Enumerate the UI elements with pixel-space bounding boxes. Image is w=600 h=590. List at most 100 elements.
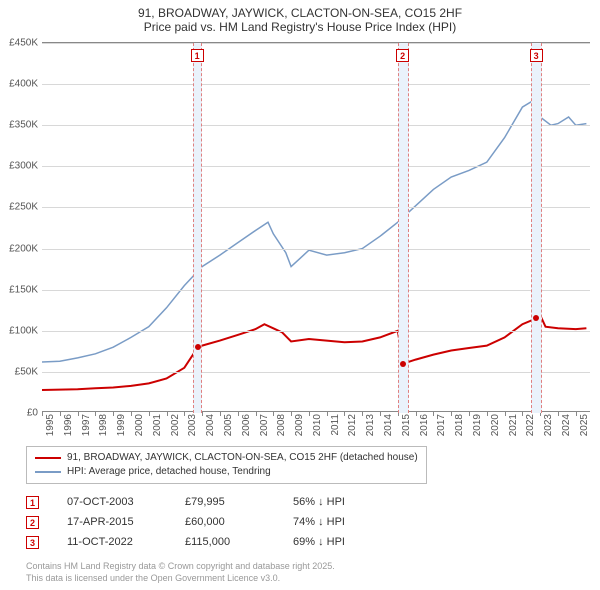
x-tick-mark xyxy=(327,412,328,416)
x-tick-mark xyxy=(238,412,239,416)
x-tick-mark xyxy=(273,412,274,416)
x-tick-mark xyxy=(291,412,292,416)
x-tick-mark xyxy=(42,412,43,416)
gridline-h xyxy=(42,207,590,208)
chart-title-block: 91, BROADWAY, JAYWICK, CLACTON-ON-SEA, C… xyxy=(0,0,600,36)
x-tick-mark xyxy=(309,412,310,416)
footer-line-1: Contains HM Land Registry data © Crown c… xyxy=(26,560,335,572)
x-tick-mark xyxy=(131,412,132,416)
x-tick-mark xyxy=(60,412,61,416)
y-tick-label: £200K xyxy=(0,243,38,254)
gridline-h xyxy=(42,331,590,332)
x-tick-mark xyxy=(505,412,506,416)
legend-label: HPI: Average price, detached house, Tend… xyxy=(67,465,271,479)
x-tick-mark xyxy=(95,412,96,416)
sale-band xyxy=(193,43,202,413)
x-tick-mark xyxy=(256,412,257,416)
y-tick-label: £450K xyxy=(0,38,38,49)
sales-table-row: 311-OCT-2022£115,00069% ↓ HPI xyxy=(26,532,383,552)
x-tick-label: 1996 xyxy=(63,414,74,444)
title-line-1: 91, BROADWAY, JAYWICK, CLACTON-ON-SEA, C… xyxy=(0,6,600,20)
x-tick-mark xyxy=(416,412,417,416)
gridline-h xyxy=(42,249,590,250)
x-tick-mark xyxy=(184,412,185,416)
x-tick-label: 2014 xyxy=(383,414,394,444)
x-tick-label: 2006 xyxy=(241,414,252,444)
x-tick-label: 2008 xyxy=(276,414,287,444)
sale-dot xyxy=(533,315,539,321)
sales-row-pct: 56% ↓ HPI xyxy=(293,496,383,508)
sale-marker-label: 3 xyxy=(530,49,543,62)
x-tick-mark xyxy=(362,412,363,416)
x-tick-label: 1998 xyxy=(98,414,109,444)
x-tick-label: 2004 xyxy=(205,414,216,444)
sales-row-price: £79,995 xyxy=(185,496,265,508)
x-tick-mark xyxy=(344,412,345,416)
x-tick-label: 2000 xyxy=(134,414,145,444)
x-tick-mark xyxy=(558,412,559,416)
gridline-h xyxy=(42,290,590,291)
x-tick-mark xyxy=(78,412,79,416)
gridline-h xyxy=(42,372,590,373)
x-tick-label: 1995 xyxy=(45,414,56,444)
chart-lines-svg xyxy=(42,43,590,413)
x-tick-mark xyxy=(149,412,150,416)
x-tick-label: 2005 xyxy=(223,414,234,444)
series-line-property xyxy=(42,315,586,390)
legend-label: 91, BROADWAY, JAYWICK, CLACTON-ON-SEA, C… xyxy=(67,451,418,465)
gridline-h xyxy=(42,43,590,44)
sales-table-row: 107-OCT-2003£79,99556% ↓ HPI xyxy=(26,492,383,512)
x-tick-label: 2023 xyxy=(543,414,554,444)
x-tick-label: 2022 xyxy=(525,414,536,444)
sale-marker-label: 1 xyxy=(191,49,204,62)
sales-table-row: 217-APR-2015£60,00074% ↓ HPI xyxy=(26,512,383,532)
x-tick-mark xyxy=(433,412,434,416)
sales-row-marker: 2 xyxy=(26,516,39,529)
sales-row-date: 17-APR-2015 xyxy=(67,516,157,528)
y-tick-label: £100K xyxy=(0,325,38,336)
x-tick-mark xyxy=(576,412,577,416)
x-tick-mark xyxy=(113,412,114,416)
x-tick-label: 2001 xyxy=(152,414,163,444)
gridline-h xyxy=(42,125,590,126)
sales-row-marker: 3 xyxy=(26,536,39,549)
x-tick-mark xyxy=(469,412,470,416)
x-tick-label: 2013 xyxy=(365,414,376,444)
x-tick-label: 2017 xyxy=(436,414,447,444)
x-tick-label: 2016 xyxy=(419,414,430,444)
chart-plot-area: £0£50K£100K£150K£200K£250K£300K£350K£400… xyxy=(42,42,590,412)
x-tick-mark xyxy=(167,412,168,416)
y-tick-label: £50K xyxy=(0,366,38,377)
x-tick-mark xyxy=(380,412,381,416)
sales-row-pct: 74% ↓ HPI xyxy=(293,516,383,528)
x-tick-label: 2012 xyxy=(347,414,358,444)
legend-swatch xyxy=(35,457,61,459)
sale-marker-label: 2 xyxy=(396,49,409,62)
sale-dot xyxy=(195,344,201,350)
x-tick-label: 2021 xyxy=(508,414,519,444)
footer-attribution: Contains HM Land Registry data © Crown c… xyxy=(26,560,335,584)
x-tick-label: 2002 xyxy=(170,414,181,444)
x-tick-label: 1997 xyxy=(81,414,92,444)
series-line-hpi xyxy=(42,101,586,362)
y-tick-label: £350K xyxy=(0,120,38,131)
x-tick-label: 2011 xyxy=(330,414,341,444)
x-tick-mark xyxy=(487,412,488,416)
legend-row: HPI: Average price, detached house, Tend… xyxy=(35,465,418,479)
gridline-h xyxy=(42,84,590,85)
sale-band xyxy=(531,43,542,413)
x-tick-label: 2018 xyxy=(454,414,465,444)
sales-row-price: £115,000 xyxy=(185,536,265,548)
x-tick-label: 2003 xyxy=(187,414,198,444)
y-tick-label: £250K xyxy=(0,202,38,213)
sales-row-marker: 1 xyxy=(26,496,39,509)
x-tick-mark xyxy=(451,412,452,416)
x-tick-label: 1999 xyxy=(116,414,127,444)
legend-row: 91, BROADWAY, JAYWICK, CLACTON-ON-SEA, C… xyxy=(35,451,418,465)
x-tick-mark xyxy=(220,412,221,416)
footer-line-2: This data is licensed under the Open Gov… xyxy=(26,572,335,584)
sales-row-pct: 69% ↓ HPI xyxy=(293,536,383,548)
sale-band xyxy=(398,43,409,413)
gridline-h xyxy=(42,166,590,167)
x-tick-label: 2007 xyxy=(259,414,270,444)
